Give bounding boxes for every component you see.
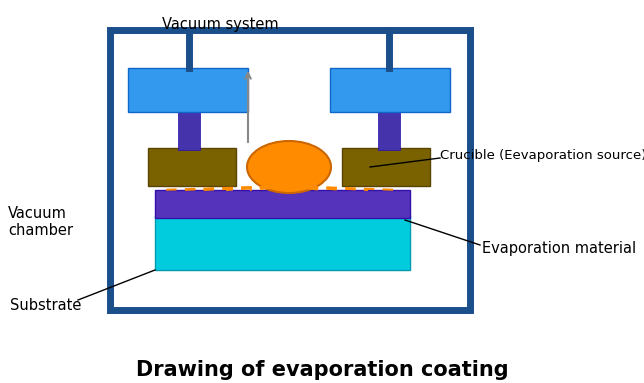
Text: Drawing of evaporation coating: Drawing of evaporation coating xyxy=(136,360,508,380)
Bar xyxy=(155,190,410,218)
Bar xyxy=(128,68,248,112)
Bar xyxy=(155,215,410,270)
Bar xyxy=(378,110,400,150)
Ellipse shape xyxy=(247,141,331,193)
Bar xyxy=(178,110,200,150)
Bar xyxy=(148,148,236,186)
Text: Substrate: Substrate xyxy=(10,298,81,313)
Bar xyxy=(330,68,450,112)
Bar xyxy=(110,30,470,310)
Text: Vacuum
chamber: Vacuum chamber xyxy=(8,206,73,238)
Bar xyxy=(342,148,430,186)
Text: Evaporation material: Evaporation material xyxy=(482,241,636,255)
Text: Vacuum system: Vacuum system xyxy=(162,18,278,33)
Text: Crucible (Eevaporation source): Crucible (Eevaporation source) xyxy=(440,149,644,162)
